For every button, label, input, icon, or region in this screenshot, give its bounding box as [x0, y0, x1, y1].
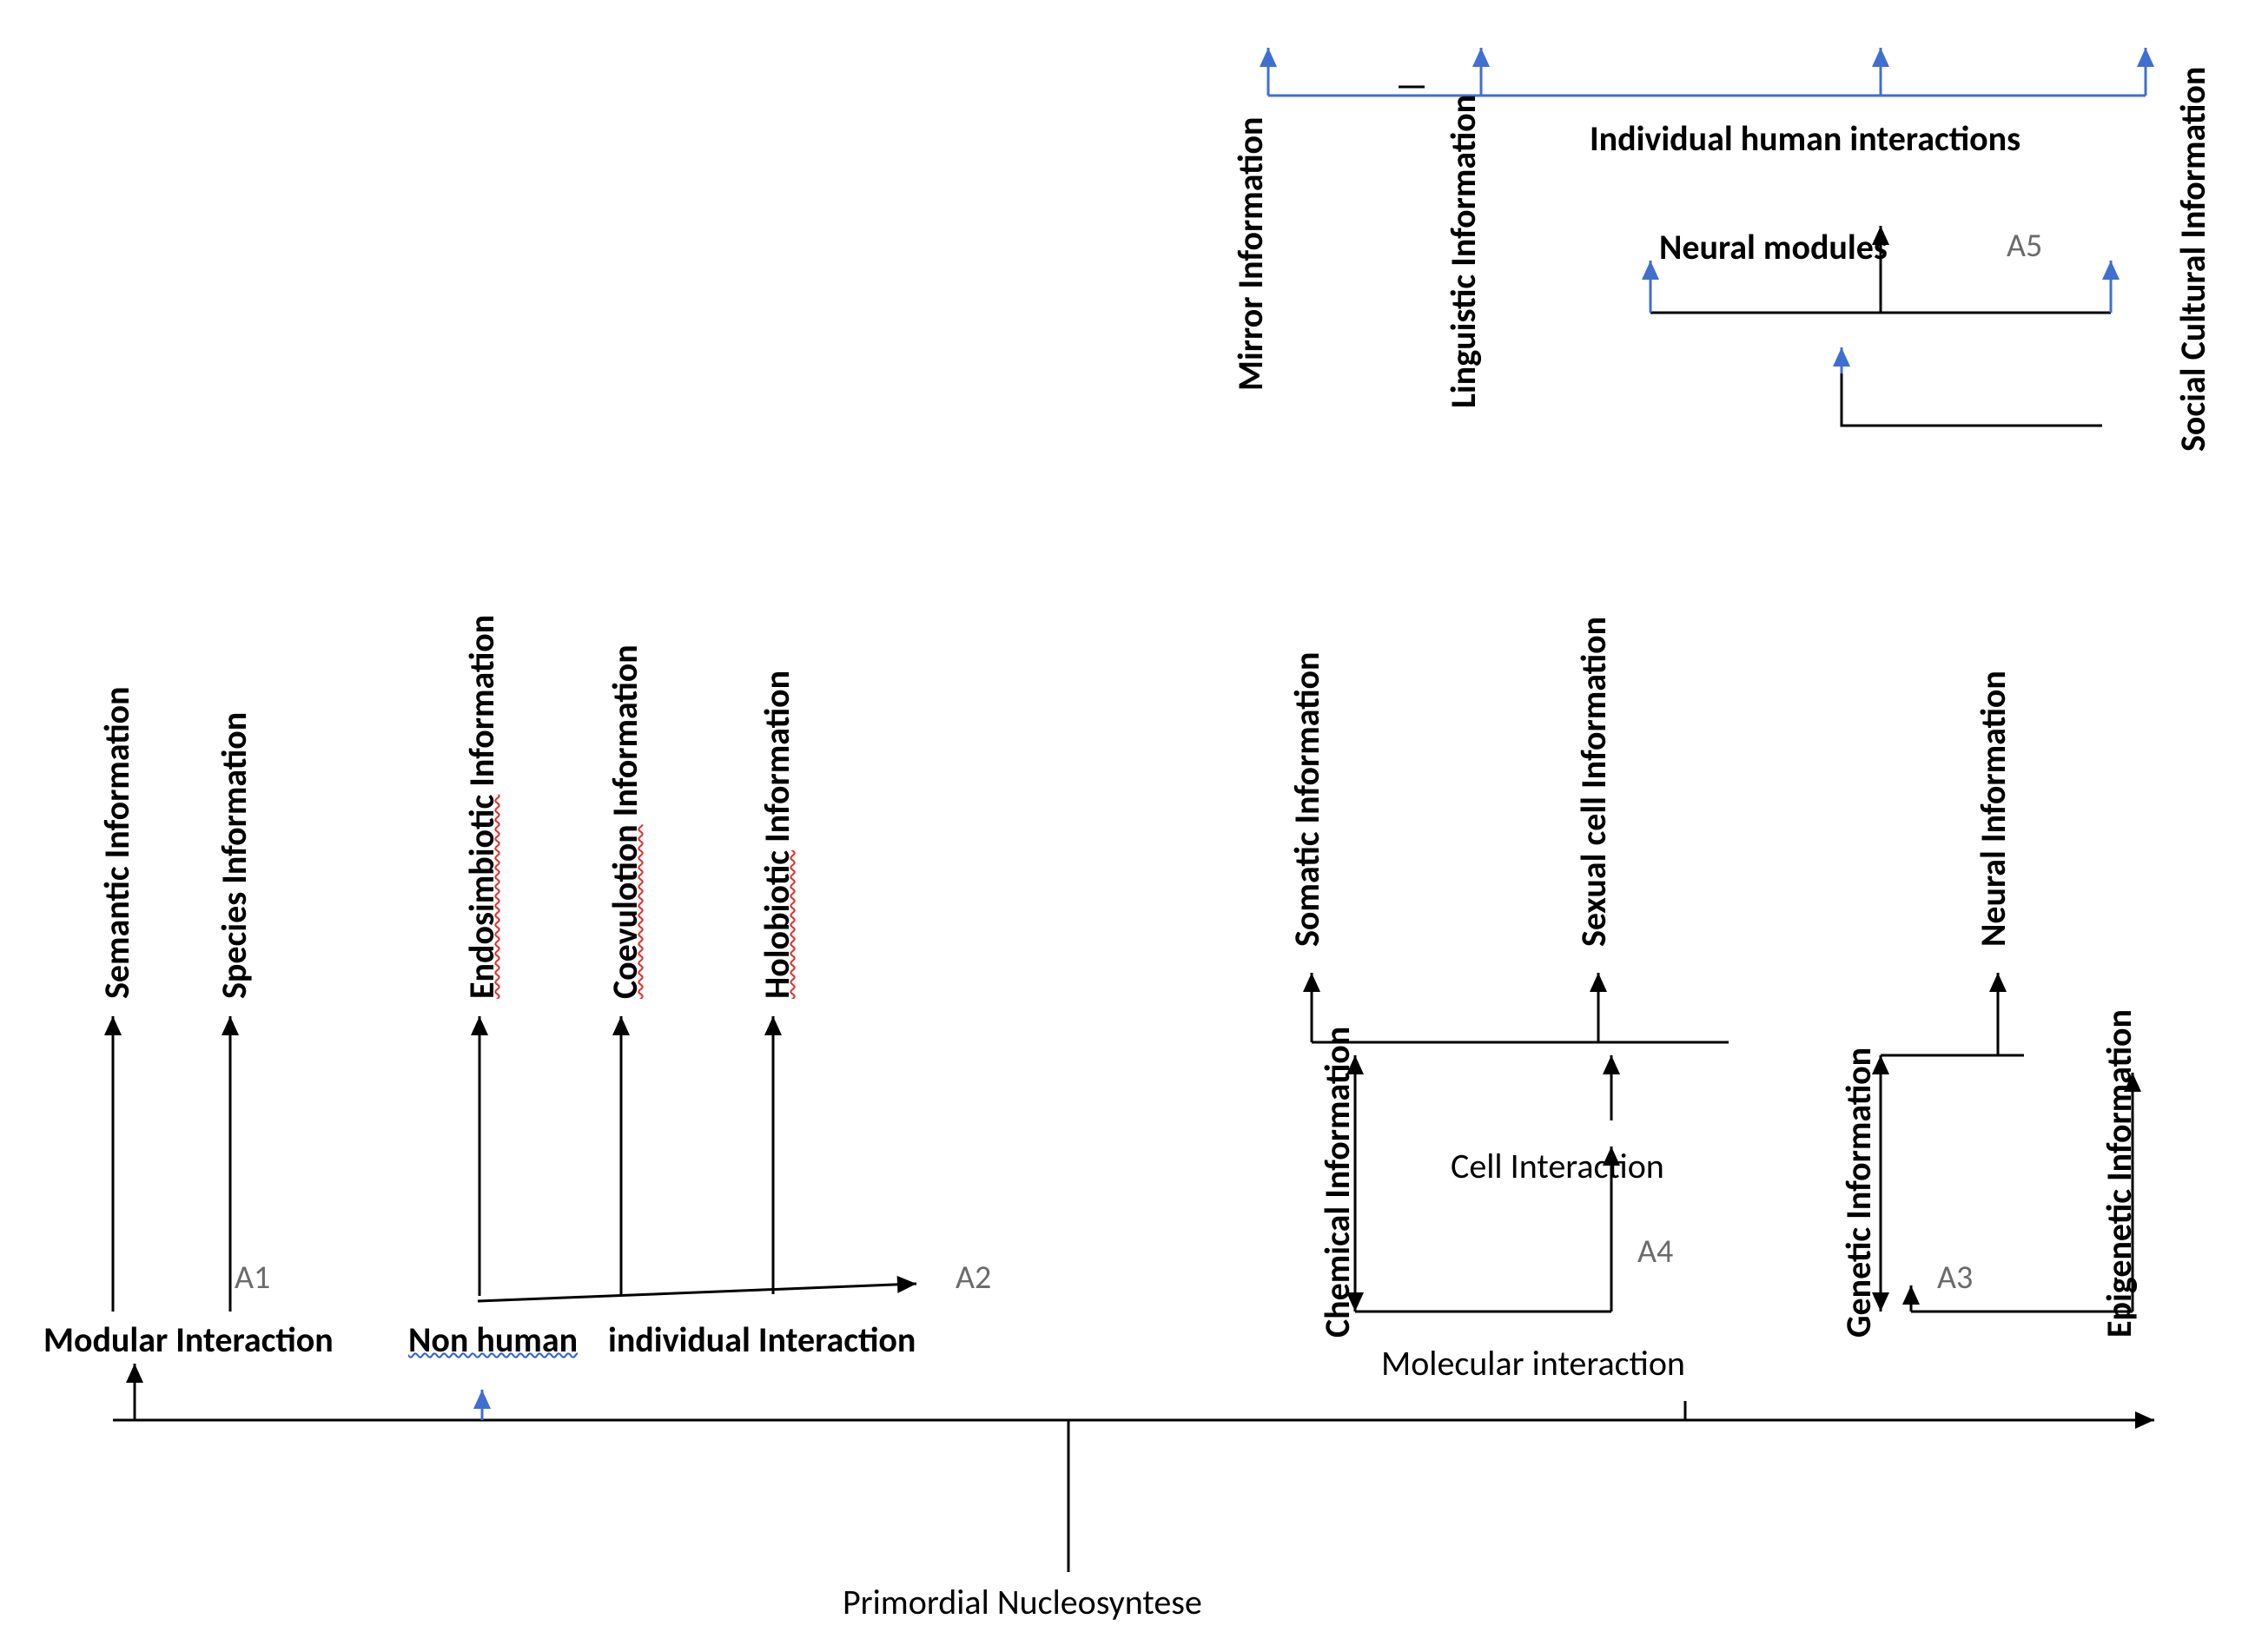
vlabel-holob: Holobiotic Information — [756, 671, 798, 999]
vlabel-endosimb: Endosimbiotic Information — [460, 615, 503, 999]
edge-neu-feed — [1842, 365, 2102, 426]
marker-a3: A3 — [1937, 1258, 1973, 1298]
marker-a4: A4 — [1637, 1232, 1673, 1272]
vlabel-sexual: Sexual cell Information — [1572, 617, 1615, 947]
vlabel-epigenetic: Epigenetic Information — [2098, 1009, 2140, 1338]
vlabel-species: Species Information — [213, 712, 255, 999]
vlabel-social: Social Cultural Information — [2172, 67, 2214, 452]
vlabel-mirror: Mirror Information — [1229, 117, 1272, 392]
marker-a5: A5 — [2007, 226, 2042, 266]
diagram-svg — [0, 0, 2242, 1652]
vlabel-linguistic: Linguistic Information — [1442, 95, 1485, 408]
label-neuralmod: Neural modules — [1659, 226, 1888, 268]
label-modular: Modular Interaction — [43, 1318, 334, 1361]
marker-a1: A1 — [235, 1258, 270, 1298]
label-indhuman: Individual human interactions — [1590, 117, 2020, 160]
vlabel-chemical: Chemical Information — [1316, 1027, 1359, 1338]
vlabel-coevol: Coevulotion Information — [604, 644, 646, 999]
label-nonhuman1: Non human — [408, 1318, 578, 1361]
vlabel-somatic: Somatic Information — [1286, 651, 1328, 947]
vlabel-neural: Neural Information — [1972, 671, 2014, 947]
label-cellint: Cell Interaction — [1451, 1145, 1664, 1187]
marker-a2: A2 — [956, 1258, 991, 1298]
edge-a2-base — [478, 1284, 916, 1301]
label-nonhuman2: individual Interaction — [608, 1318, 916, 1361]
vlabel-genetic: Genetic Information — [1837, 1047, 1880, 1338]
label-primordial: Primordial Nucleosyntese — [843, 1581, 1202, 1623]
label-molecular: Molecular interaction — [1381, 1342, 1685, 1384]
diagram-stage: Semantic Information Species Information E… — [0, 0, 2242, 1652]
vlabel-semantic: Semantic Information — [96, 686, 138, 999]
